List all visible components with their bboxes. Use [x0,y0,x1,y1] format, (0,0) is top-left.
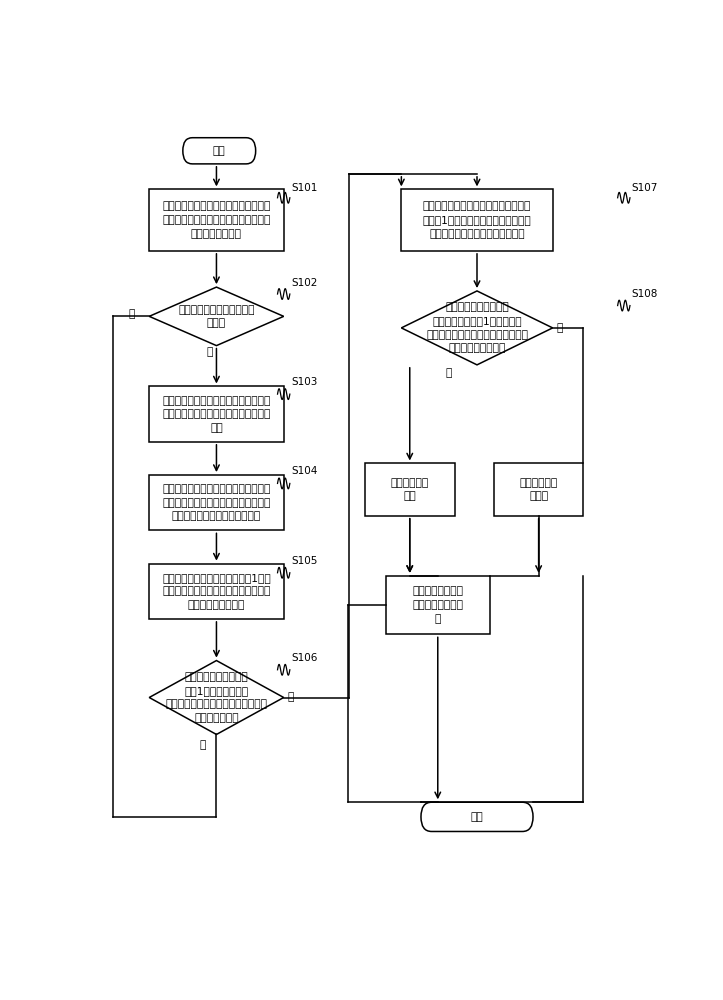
Text: 判定为风机不存在
叶轮不平衡性的故
障: 判定为风机不存在 叶轮不平衡性的故 障 [412,586,463,624]
FancyBboxPatch shape [421,802,533,831]
Text: 在一定的时间内对发电机功率、桨距角
位置、风轮转速以及机舱前后方向的加
速度进行同步采样: 在一定的时间内对发电机功率、桨距角 位置、风轮转速以及机舱前后方向的加 速度进行… [162,202,270,239]
Text: 对所采集到的机舱前后方向的加速度的
时间序列进行频谱分析，然后得出机舱
前后方向的加速度的相应谱密度: 对所采集到的机舱前后方向的加速度的 时间序列进行频谱分析，然后得出机舱 前后方向… [162,484,270,521]
FancyBboxPatch shape [365,463,455,516]
FancyBboxPatch shape [149,475,283,530]
Text: 判断风机是否运行于设计测
试工况: 判断风机是否运行于设计测 试工况 [178,305,254,328]
Text: 结束: 结束 [471,812,484,822]
FancyBboxPatch shape [401,189,552,251]
Text: 是: 是 [288,692,294,702]
Text: 对所采集到的风轮转速的时间序列进行
频谱分析，然后得出风轮转速的相应谱
密度: 对所采集到的风轮转速的时间序列进行 频谱分析，然后得出风轮转速的相应谱 密度 [162,396,270,433]
FancyBboxPatch shape [149,386,283,442]
Text: 风轮转速的相应谱密度
中的1倍频的幅值大于
塔架前后方向一阶振动模态固有频率
所对应的幅值？: 风轮转速的相应谱密度 中的1倍频的幅值大于 塔架前后方向一阶振动模态固有频率 所… [166,672,268,723]
Text: 否: 否 [128,309,134,319]
Text: 是: 是 [206,347,213,357]
Text: 提取机舱前后方向的加速度的相应谱密
度中的1倍频的幅值和塔架前后方向一
阶振动模态固有频率所对应的幅值: 提取机舱前后方向的加速度的相应谱密 度中的1倍频的幅值和塔架前后方向一 阶振动模… [423,202,531,239]
Text: 提取风轮转速的相应谱密度中的1倍频
的幅值和塔架前后方向一阶振动模态固
有频率所对应的幅值: 提取风轮转速的相应谱密度中的1倍频 的幅值和塔架前后方向一阶振动模态固 有频率所… [162,573,271,610]
Text: S108: S108 [631,289,657,299]
Text: 判定为质量矩
不平衡: 判定为质量矩 不平衡 [520,478,557,501]
Text: 开始: 开始 [213,146,226,156]
FancyBboxPatch shape [149,564,283,619]
Polygon shape [149,287,283,346]
FancyBboxPatch shape [183,138,256,164]
Text: 判定为气动不
平衡: 判定为气动不 平衡 [390,478,429,501]
Text: S103: S103 [291,377,317,387]
Text: S107: S107 [631,183,657,193]
Text: S102: S102 [291,278,317,288]
Text: S105: S105 [291,556,317,566]
FancyBboxPatch shape [149,189,283,251]
Text: S101: S101 [291,183,317,193]
Text: 是: 是 [557,323,563,333]
Text: 机舱前后方向的加速度
的相应谱密度中的1倍频的幅值
小于塔架前后方向一阶振动模态固有
频率所对应的幅值？: 机舱前后方向的加速度 的相应谱密度中的1倍频的幅值 小于塔架前后方向一阶振动模态… [426,302,528,353]
FancyBboxPatch shape [386,576,489,634]
Polygon shape [401,291,552,365]
Polygon shape [149,661,283,734]
Text: S106: S106 [291,653,317,663]
Text: S104: S104 [291,466,317,476]
FancyBboxPatch shape [494,463,583,516]
Text: 否: 否 [200,740,205,750]
Text: 否: 否 [446,368,452,378]
